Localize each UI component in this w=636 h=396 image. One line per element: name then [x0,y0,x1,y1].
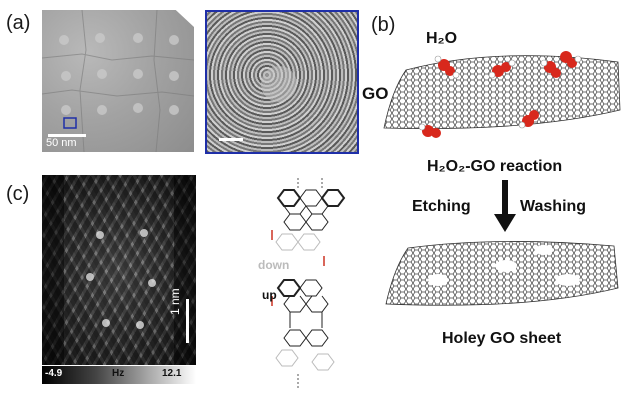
etching-label: Etching [412,198,471,215]
afm-colorbar: -4.9 Hz 12.1 [42,366,196,384]
holey-go-sheet [385,241,619,306]
hole-pattern [42,10,194,152]
tem-overview-image: 50 nm [42,10,194,152]
holey-go-label: Holey GO sheet [442,330,562,347]
panel-label-a: (a) [6,12,31,34]
scale-bar-a [48,134,86,137]
go-sheet-top [383,55,621,129]
afm-features [42,175,196,365]
panel-label-b: (b) [371,14,396,36]
scale-bar-c [186,299,189,343]
down-label: down [258,258,290,272]
molecular-structure [271,178,346,388]
colorbar-unit: Hz [112,368,125,379]
afm-image: 1 nm [42,175,196,365]
washing-label: Washing [520,198,587,215]
panel-label-c: (c) [6,183,30,205]
zoom-texture [219,66,297,141]
scale-bar-a-label: 50 nm [46,137,77,149]
up-label: up [262,288,277,302]
colorbar-min: -4.9 [45,368,63,379]
reaction-label: H₂O₂-GO reaction [427,158,563,175]
go-label: GO [362,84,389,103]
zoom-region-box [63,117,77,129]
down-arrow-icon [494,180,516,232]
colorbar-max: 12.1 [162,368,182,379]
scale-bar-c-label: 1 nm [168,288,182,315]
tem-zoom-image [205,10,359,154]
h2o2-molecules [418,51,582,138]
water-label: H₂O [426,30,458,47]
scale-bar-zoom [219,138,243,141]
